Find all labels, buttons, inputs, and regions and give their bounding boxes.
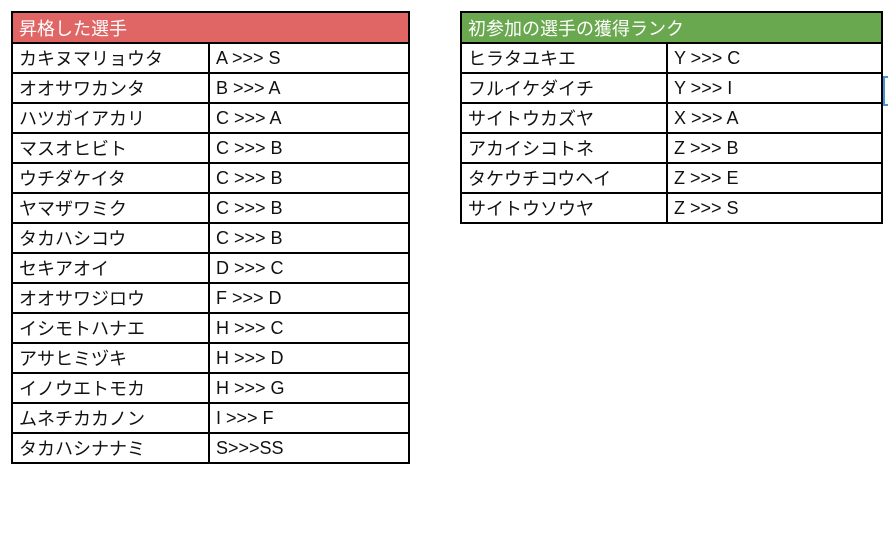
- rank-change-cell[interactable]: C >>> B: [208, 192, 410, 224]
- rank-change-cell[interactable]: F >>> D: [208, 282, 410, 314]
- newcomer-ranks-header[interactable]: 初参加の選手の獲得ランク: [460, 11, 883, 44]
- rank-change-cell[interactable]: Z >>> B: [666, 132, 883, 164]
- rank-change-cell[interactable]: B >>> A: [208, 72, 410, 104]
- rank-change-cell[interactable]: C >>> A: [208, 102, 410, 134]
- name-cell[interactable]: ムネチカカノン: [11, 402, 210, 434]
- name-cell[interactable]: ヒラタユキエ: [460, 42, 668, 74]
- table-row: イシモトハナエ H >>> C: [11, 312, 410, 344]
- table-row: サイトウカズヤ X >>> A: [460, 102, 883, 134]
- rank-change-cell[interactable]: I >>> F: [208, 402, 410, 434]
- name-cell[interactable]: オオサワジロウ: [11, 282, 210, 314]
- table-row: アサヒミヅキ H >>> D: [11, 342, 410, 374]
- table-row: カキヌマリョウタ A >>> S: [11, 42, 410, 74]
- table-row: イノウエトモカ H >>> G: [11, 372, 410, 404]
- name-cell[interactable]: カキヌマリョウタ: [11, 42, 210, 74]
- name-cell[interactable]: サイトウカズヤ: [460, 102, 668, 134]
- name-cell[interactable]: アカイシコトネ: [460, 132, 668, 164]
- table-row: フルイケダイチ Y >>> I: [460, 72, 883, 104]
- name-cell[interactable]: ヤマザワミク: [11, 192, 210, 224]
- table-row: ヤマザワミク C >>> B: [11, 192, 410, 224]
- table-row: タカハシコウ C >>> B: [11, 222, 410, 254]
- table-row: ヒラタユキエ Y >>> C: [460, 42, 883, 74]
- rank-change-cell[interactable]: Z >>> S: [666, 192, 883, 224]
- name-cell[interactable]: マスオヒビト: [11, 132, 210, 164]
- rank-change-cell[interactable]: Y >>> I: [666, 72, 883, 104]
- cell-selection-indicator: [883, 76, 888, 106]
- table-row: ウチダケイタ C >>> B: [11, 162, 410, 194]
- rank-change-cell[interactable]: H >>> G: [208, 372, 410, 404]
- rank-change-cell[interactable]: X >>> A: [666, 102, 883, 134]
- name-cell[interactable]: フルイケダイチ: [460, 72, 668, 104]
- table-row: ハツガイアカリ C >>> A: [11, 102, 410, 134]
- name-cell[interactable]: ウチダケイタ: [11, 162, 210, 194]
- name-cell[interactable]: タケウチコウヘイ: [460, 162, 668, 194]
- name-cell[interactable]: アサヒミヅキ: [11, 342, 210, 374]
- name-cell[interactable]: ハツガイアカリ: [11, 102, 210, 134]
- rank-change-cell[interactable]: Z >>> E: [666, 162, 883, 194]
- table-row: オオサワカンタ B >>> A: [11, 72, 410, 104]
- rank-change-cell[interactable]: S>>>SS: [208, 432, 410, 464]
- newcomer-ranks-table: 初参加の選手の獲得ランク ヒラタユキエ Y >>> C フルイケダイチ Y >>> I…: [460, 11, 883, 224]
- name-cell[interactable]: イノウエトモカ: [11, 372, 210, 404]
- table-row: サイトウソウヤ Z >>> S: [460, 192, 883, 224]
- rank-change-cell[interactable]: D >>> C: [208, 252, 410, 284]
- rank-change-cell[interactable]: A >>> S: [208, 42, 410, 74]
- table-row: マスオヒビト C >>> B: [11, 132, 410, 164]
- table-row: セキアオイ D >>> C: [11, 252, 410, 284]
- rank-change-cell[interactable]: C >>> B: [208, 162, 410, 194]
- name-cell[interactable]: イシモトハナエ: [11, 312, 210, 344]
- table-row: タカハシナナミ S>>>SS: [11, 432, 410, 464]
- table-row: タケウチコウヘイ Z >>> E: [460, 162, 883, 194]
- table-row: オオサワジロウ F >>> D: [11, 282, 410, 314]
- promoted-players-header[interactable]: 昇格した選手: [11, 11, 410, 44]
- rank-change-cell[interactable]: Y >>> C: [666, 42, 883, 74]
- rank-change-cell[interactable]: C >>> B: [208, 132, 410, 164]
- name-cell[interactable]: タカハシナナミ: [11, 432, 210, 464]
- rank-change-cell[interactable]: H >>> C: [208, 312, 410, 344]
- rank-change-cell[interactable]: H >>> D: [208, 342, 410, 374]
- name-cell[interactable]: サイトウソウヤ: [460, 192, 668, 224]
- name-cell[interactable]: オオサワカンタ: [11, 72, 210, 104]
- rank-change-cell[interactable]: C >>> B: [208, 222, 410, 254]
- promoted-players-table: 昇格した選手 カキヌマリョウタ A >>> S オオサワカンタ B >>> A ハツガイ…: [11, 11, 410, 464]
- name-cell[interactable]: セキアオイ: [11, 252, 210, 284]
- table-row: ムネチカカノン I >>> F: [11, 402, 410, 434]
- name-cell[interactable]: タカハシコウ: [11, 222, 210, 254]
- table-row: アカイシコトネ Z >>> B: [460, 132, 883, 164]
